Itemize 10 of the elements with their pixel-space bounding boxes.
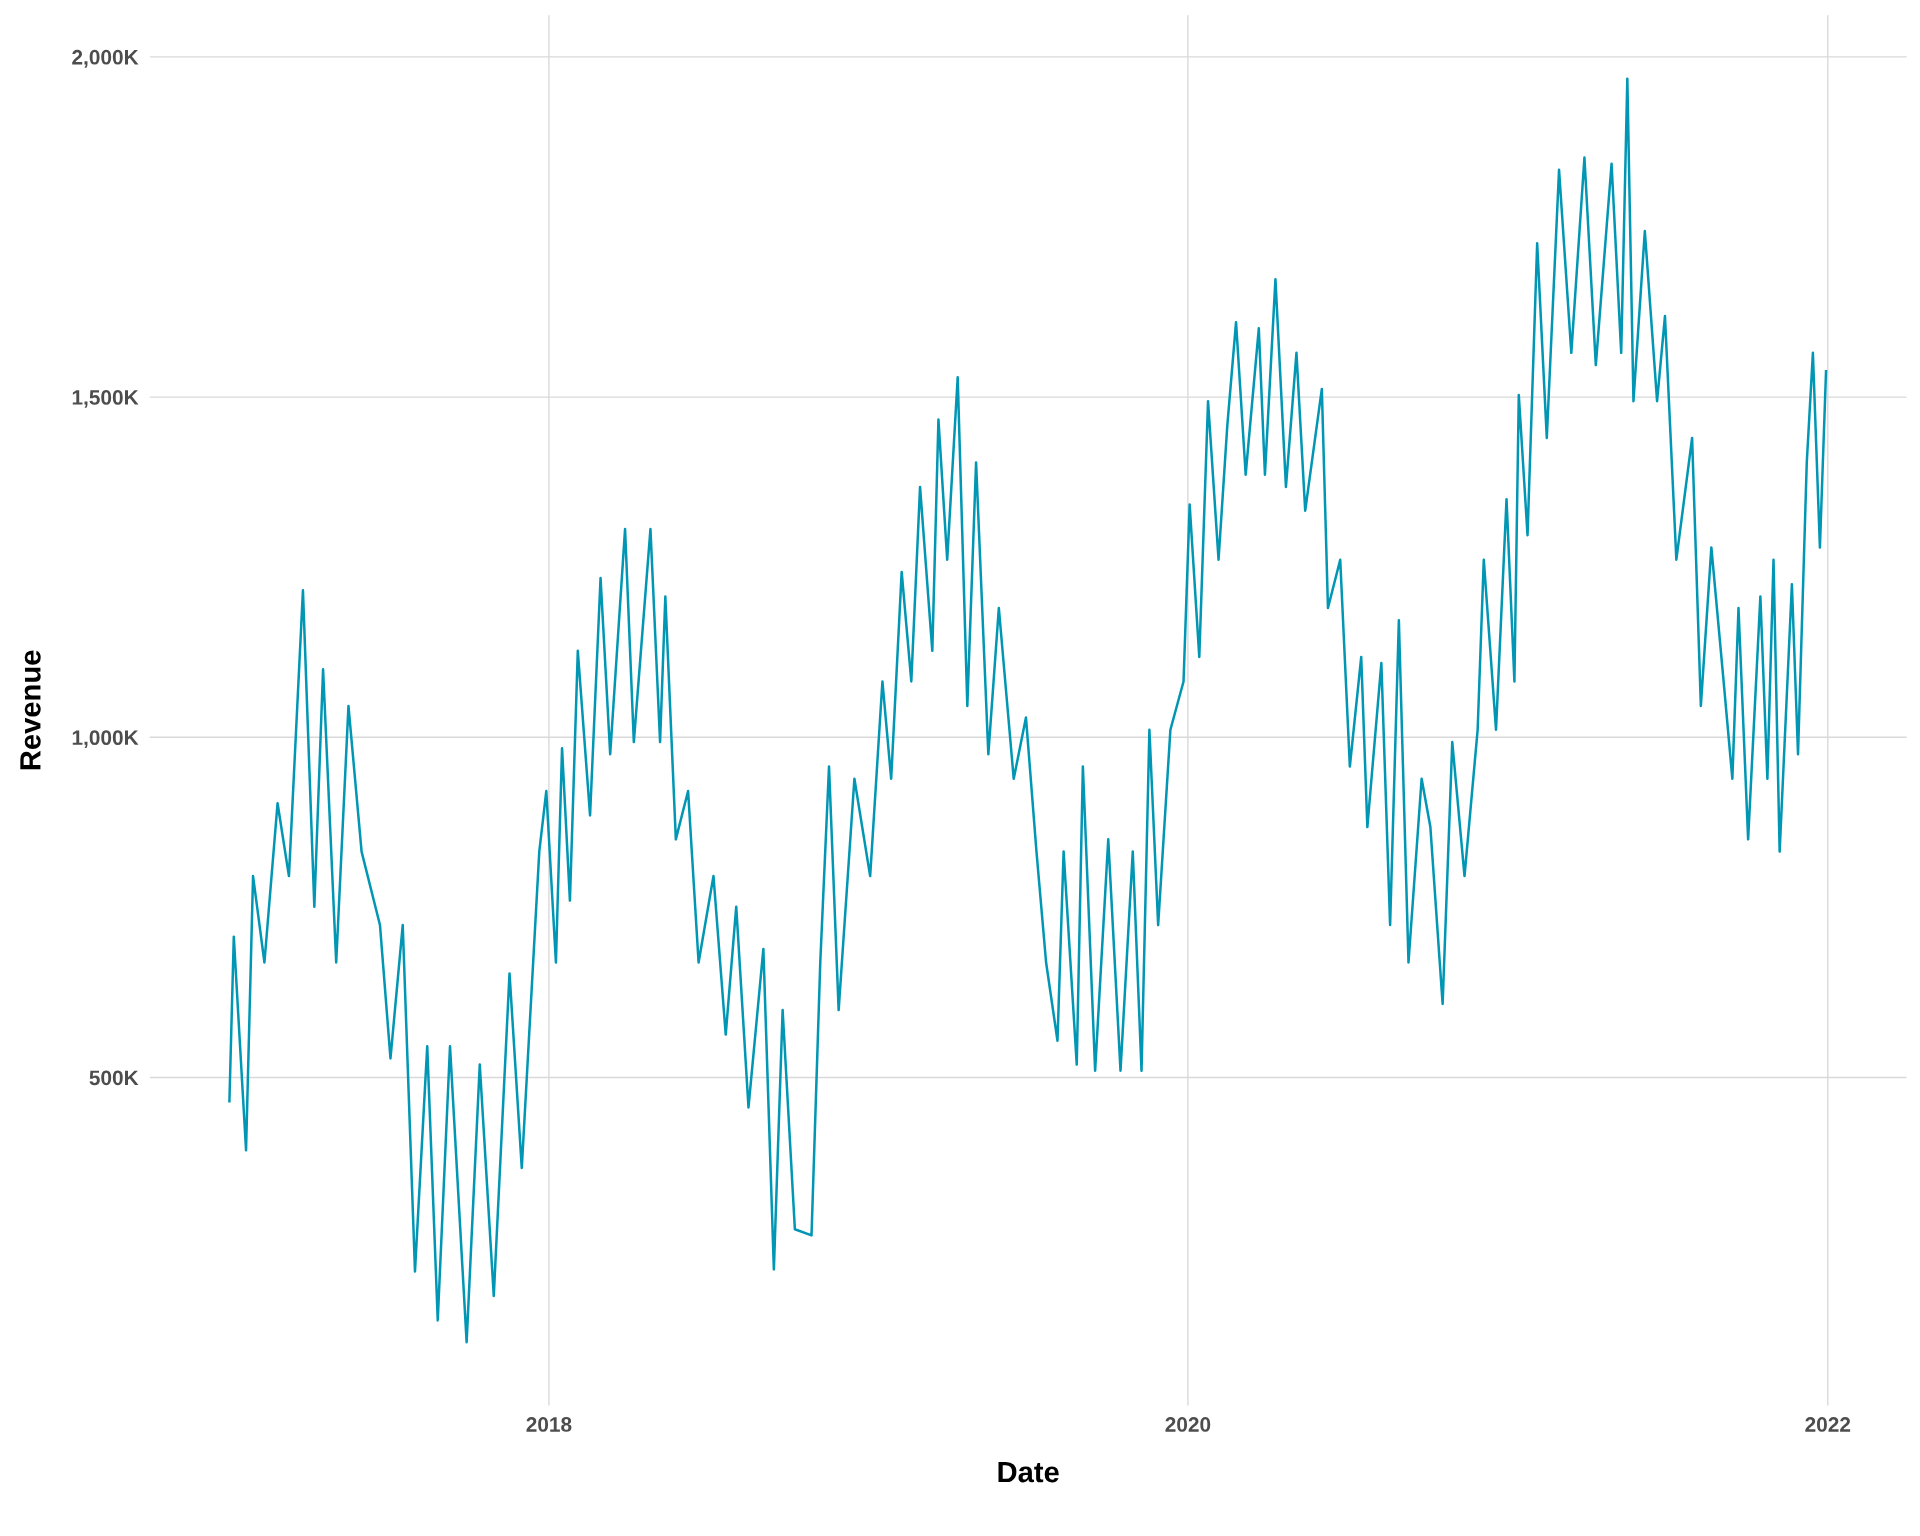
x-axis-title: Date [998, 1462, 1059, 1483]
y-axis-title: Revenue [20, 650, 41, 770]
y-tick-label: 1,000K [72, 730, 139, 749]
x-tick-label: 2018 [526, 1417, 572, 1432]
y-tick-label: 1,500K [72, 390, 139, 408]
x-tick-label: 2020 [1165, 1417, 1211, 1432]
y-tick-label: 500K [89, 1070, 139, 1086]
x-tick-label: 2022 [1805, 1417, 1851, 1432]
line-series [228, 77, 1828, 1344]
y-tick-label: 2,000K [72, 49, 139, 68]
